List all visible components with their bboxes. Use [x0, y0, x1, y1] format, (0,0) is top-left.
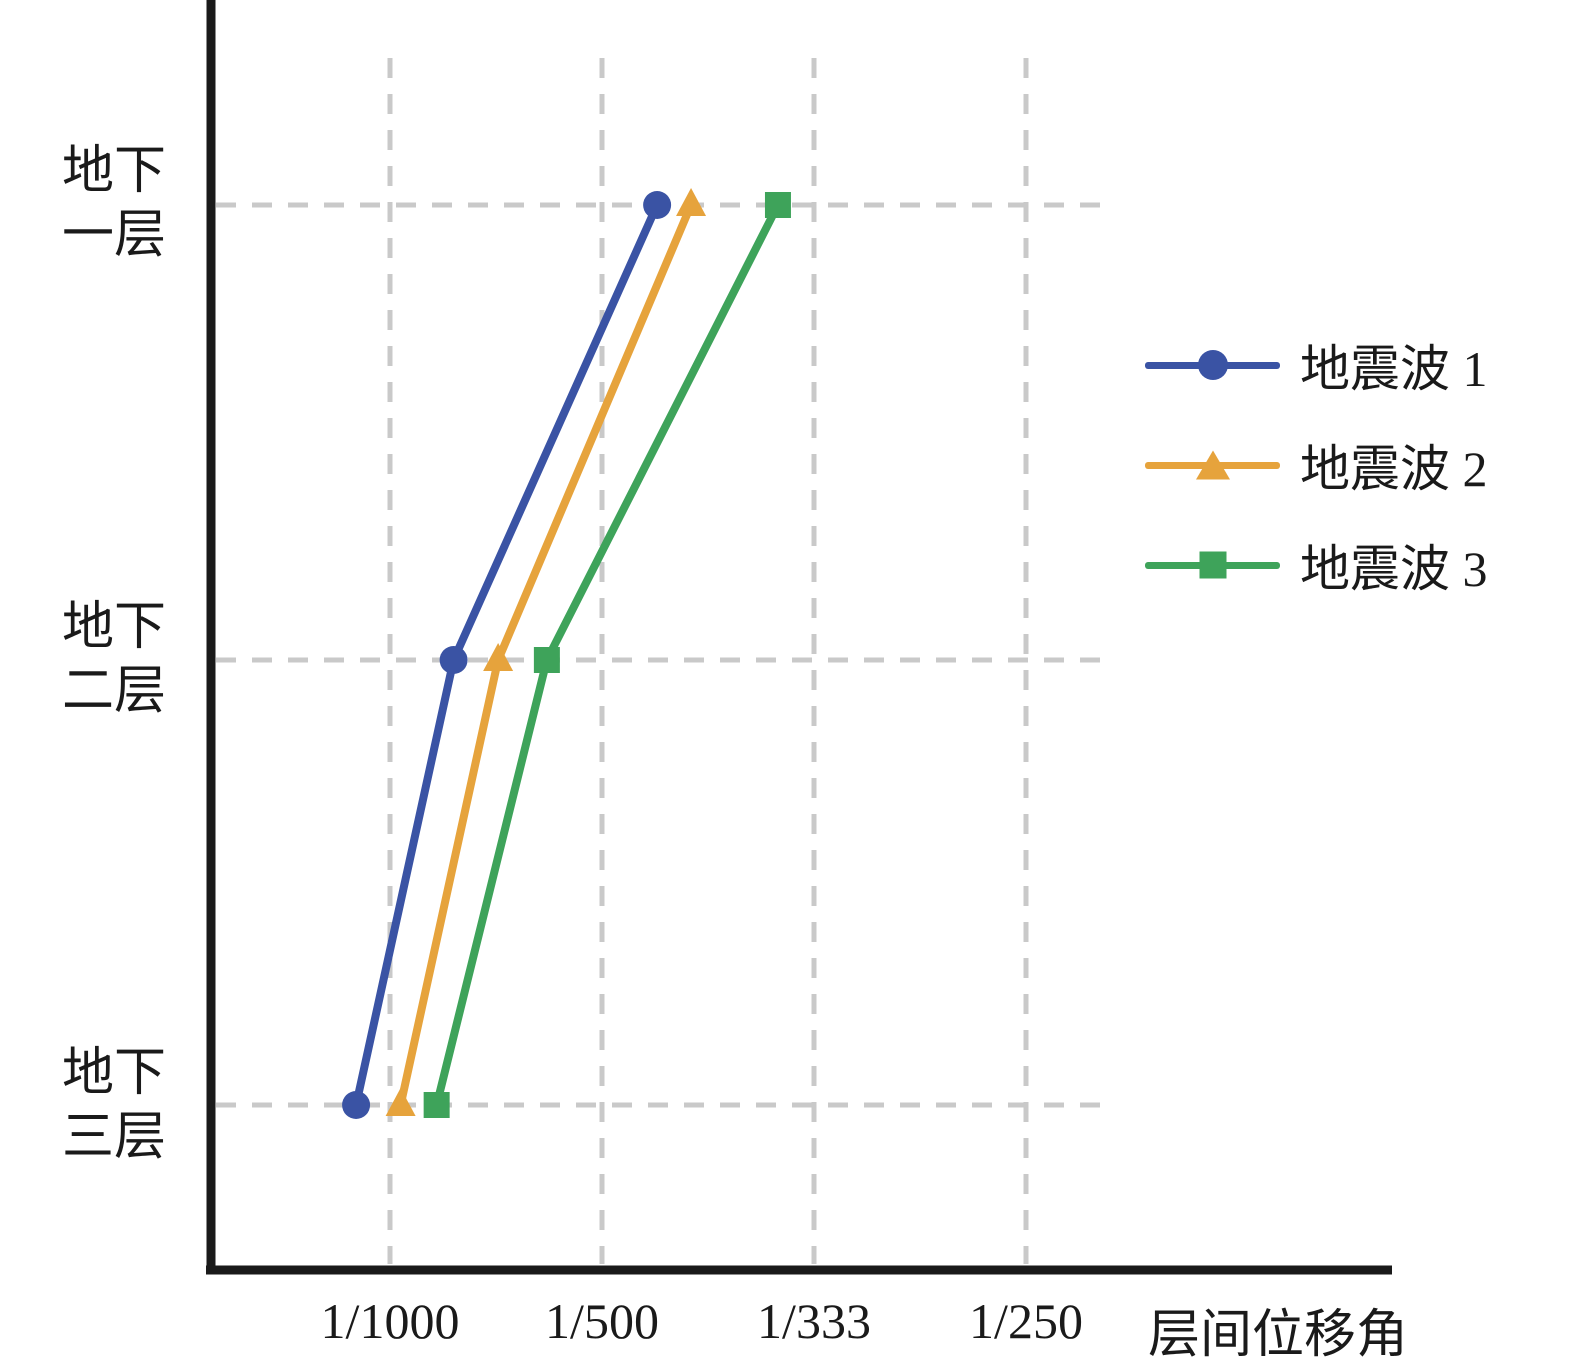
legend-label: 地震波 2: [1300, 441, 1488, 497]
x-axis-title: 层间位移角: [1148, 1307, 1409, 1364]
triangle-marker-icon: [483, 643, 514, 671]
square-marker-icon: [1199, 551, 1226, 579]
circle-marker-icon: [643, 191, 672, 219]
square-marker-icon: [533, 647, 560, 673]
triangle-marker-icon: [676, 188, 707, 216]
y-axis-label-line: 地下: [62, 599, 167, 656]
triangle-marker-icon: [385, 1088, 416, 1116]
square-marker-icon: [764, 192, 791, 218]
circle-marker-icon: [439, 646, 468, 674]
x-tick-1-250: 1/250: [969, 1293, 1083, 1349]
legend-line: [1145, 551, 1280, 579]
legend-label: 地震波 1: [1300, 341, 1488, 397]
legend: 地震波 1 地震波 2 地震波 3: [1145, 335, 1488, 597]
circle-marker-icon: [342, 1091, 371, 1119]
triangle-marker-icon: [1195, 450, 1230, 480]
x-tick-1-1000: 1/1000: [320, 1293, 460, 1349]
x-tick-1-333: 1/333: [757, 1293, 871, 1349]
legend-line: [1145, 350, 1280, 380]
legend-item-wave1: 地震波 1: [1145, 335, 1488, 397]
y-axis-label-b1: 地下 一层: [62, 140, 222, 268]
series-line: [432, 201, 782, 1109]
legend-item-wave2: 地震波 2: [1145, 435, 1488, 497]
circle-marker-icon: [1197, 350, 1228, 380]
legend-item-wave3: 地震波 3: [1145, 535, 1488, 597]
y-axis-label-b3: 地下 三层: [62, 1042, 222, 1170]
series-line: [352, 201, 662, 1109]
y-axis-label-line: 地下: [62, 1045, 167, 1102]
y-axis-label-line: 一层: [62, 207, 167, 264]
y-axis-label-line: 二层: [62, 663, 167, 720]
legend-line: [1145, 450, 1280, 480]
x-tick-1-500: 1/500: [545, 1293, 659, 1349]
y-axis-label-line: 地下: [62, 143, 167, 200]
y-axis-label-b2: 地下 二层: [62, 596, 222, 724]
y-axis-label-line: 三层: [62, 1109, 167, 1166]
square-marker-icon: [423, 1092, 450, 1118]
legend-label: 地震波 3: [1300, 541, 1488, 597]
